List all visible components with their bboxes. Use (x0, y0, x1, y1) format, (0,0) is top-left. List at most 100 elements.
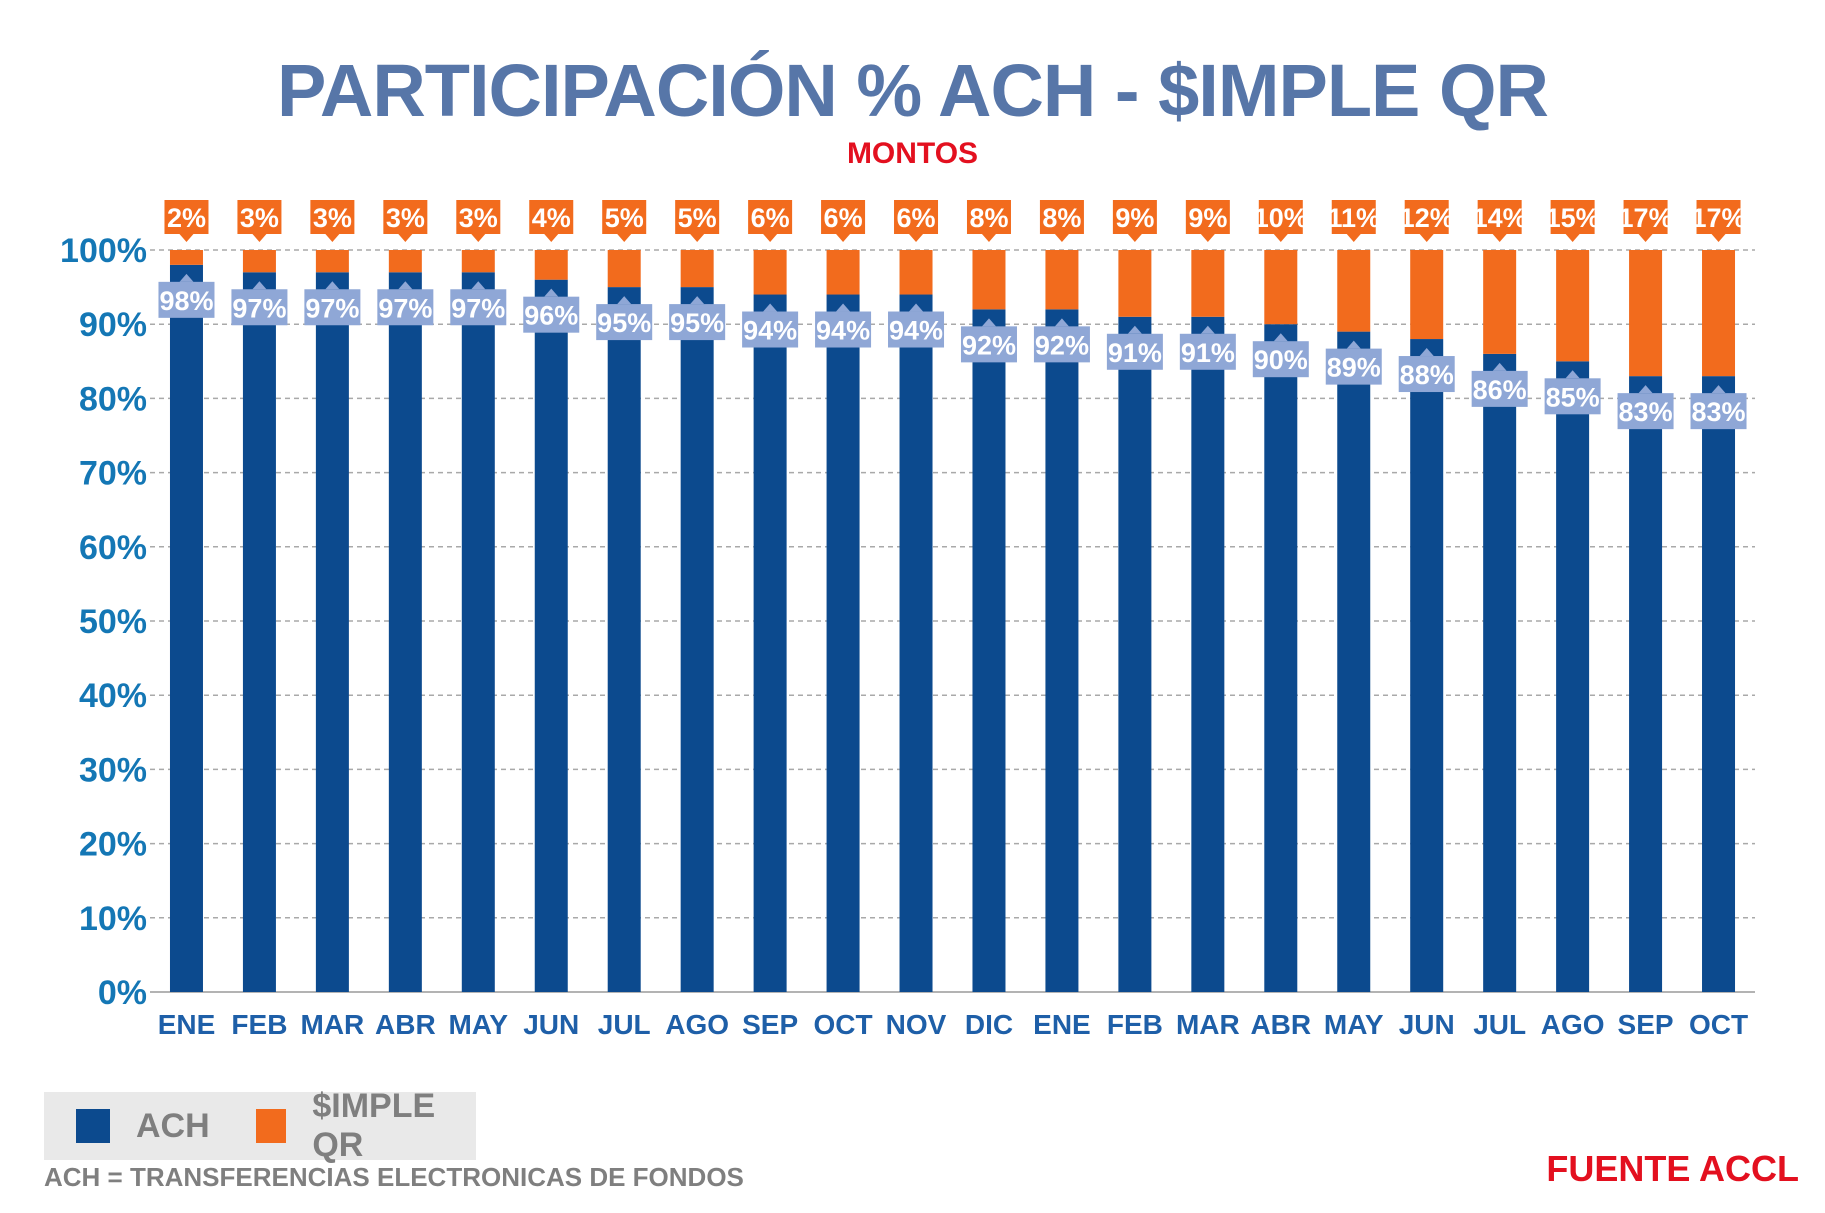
qr-label-box (1112, 200, 1157, 234)
y-axis: 0% 10% 20% 30% 40% 50% 60% 70% 80% 90% 100% (60, 232, 1755, 1012)
bar-ach (169, 264, 203, 993)
y-tick-label: 20% (79, 826, 147, 864)
ach-label-pointer (909, 303, 924, 312)
ach-value-label: 92% (1035, 330, 1089, 360)
bar-ach (1337, 331, 1371, 992)
bar-qr (242, 250, 276, 273)
bar-ach (1629, 376, 1663, 992)
legend-swatch-qr (256, 1109, 287, 1143)
bar-qr (972, 250, 1006, 310)
ach-value-label: 83% (1619, 397, 1673, 427)
ach-label-pointer (617, 296, 632, 305)
ach-label-pointer (763, 303, 778, 312)
ach-label-box (1617, 393, 1674, 430)
qr-value-label: 3% (240, 203, 279, 233)
ach-label-pointer (325, 281, 340, 290)
bar-qr (1191, 250, 1225, 317)
qr-label-pointer (836, 234, 851, 242)
x-tick-label: MAR (301, 1009, 365, 1040)
x-tick-label: ABR (1250, 1009, 1311, 1040)
qr-label-pointer (1200, 234, 1215, 242)
bar-qr (1629, 250, 1663, 377)
qr-label-box (602, 200, 647, 234)
qr-value-label: 5% (605, 203, 644, 233)
ach-label-pointer (1127, 325, 1142, 334)
bar-qr (1118, 250, 1152, 317)
bar-ach (753, 294, 787, 992)
qr-label-box (1696, 200, 1741, 234)
ach-label-box (596, 304, 653, 341)
qr-label-pointer (471, 234, 486, 242)
qr-label-box (164, 200, 209, 234)
ach-value-label: 92% (962, 330, 1016, 360)
y-tick-label: 50% (79, 603, 147, 641)
ach-value-label: 95% (597, 308, 651, 338)
qr-label-box (821, 200, 866, 234)
bar-qr (1264, 250, 1298, 325)
y-tick-label: 100% (60, 232, 147, 270)
y-tick-label: 10% (79, 900, 147, 938)
qr-value-label: 8% (1042, 203, 1081, 233)
ach-value-label: 86% (1473, 375, 1527, 405)
qr-label-pointer (1127, 234, 1142, 242)
qr-label-pointer (763, 234, 778, 242)
ach-value-label: 97% (378, 293, 432, 323)
qr-label-pointer (398, 234, 413, 242)
qr-label-pointer (1638, 234, 1653, 242)
qr-label-pointer (690, 234, 705, 242)
bar-ach (1264, 324, 1298, 992)
ach-label-pointer (1273, 333, 1288, 342)
bar-qr (1410, 250, 1444, 340)
ach-label-box (888, 311, 945, 348)
bar-ach (242, 272, 276, 992)
qr-value-label: 17% (1619, 203, 1673, 233)
qr-label-box (894, 200, 939, 234)
ach-label-box (158, 281, 215, 318)
qr-value-label: 3% (386, 203, 425, 233)
ach-label-pointer (1346, 340, 1361, 349)
qr-label-pointer (179, 234, 194, 242)
qr-value-label: 5% (678, 203, 717, 233)
qr-label-box (456, 200, 501, 234)
ach-value-label: 90% (1254, 345, 1308, 375)
qr-value-label: 3% (459, 203, 498, 233)
qr-value-label: 12% (1400, 203, 1454, 233)
qr-label-box (1404, 200, 1449, 234)
stacked-bar-chart: 0% 10% 20% 30% 40% 50% 60% 70% 80% 90% 100% 2% 98% 3… (60, 200, 1755, 1040)
x-tick-label: NOV (886, 1009, 947, 1040)
x-tick-label: ENE (158, 1009, 216, 1040)
qr-label-box (748, 200, 793, 234)
qr-label-box (1331, 200, 1376, 234)
ach-label-pointer (1565, 370, 1580, 379)
ach-label-pointer (544, 288, 559, 297)
qr-value-label: 2% (167, 203, 206, 233)
ach-label-pointer (179, 273, 194, 282)
qr-label-box (529, 200, 574, 234)
bar-ach (1483, 353, 1517, 992)
bar-ach (534, 279, 568, 992)
ach-label-box (450, 289, 507, 326)
qr-label-box (1039, 200, 1084, 234)
qr-label-box (237, 200, 282, 234)
x-tick-label: JUN (1399, 1009, 1455, 1040)
ach-label-pointer (1054, 318, 1069, 327)
ach-value-label: 97% (451, 293, 505, 323)
qr-label-pointer (1711, 234, 1726, 242)
qr-value-label: 11% (1327, 203, 1380, 233)
bar-qr (1045, 250, 1079, 310)
x-tick-label: AGO (1541, 1009, 1605, 1040)
qr-label-box (966, 200, 1011, 234)
ach-value-label: 89% (1327, 353, 1381, 383)
ach-label-box (523, 296, 580, 333)
bar-ach (1191, 316, 1225, 992)
bar-ach (1556, 361, 1590, 992)
qr-label-pointer (325, 234, 340, 242)
ach-label-box (1398, 356, 1455, 393)
qr-value-label: 10% (1254, 203, 1308, 233)
ach-label-pointer (471, 281, 486, 290)
bar-qr (388, 250, 422, 273)
ach-label-box (1690, 393, 1747, 430)
y-tick-label: 40% (79, 677, 147, 715)
bars (169, 250, 1736, 993)
qr-label-pointer (1054, 234, 1069, 242)
